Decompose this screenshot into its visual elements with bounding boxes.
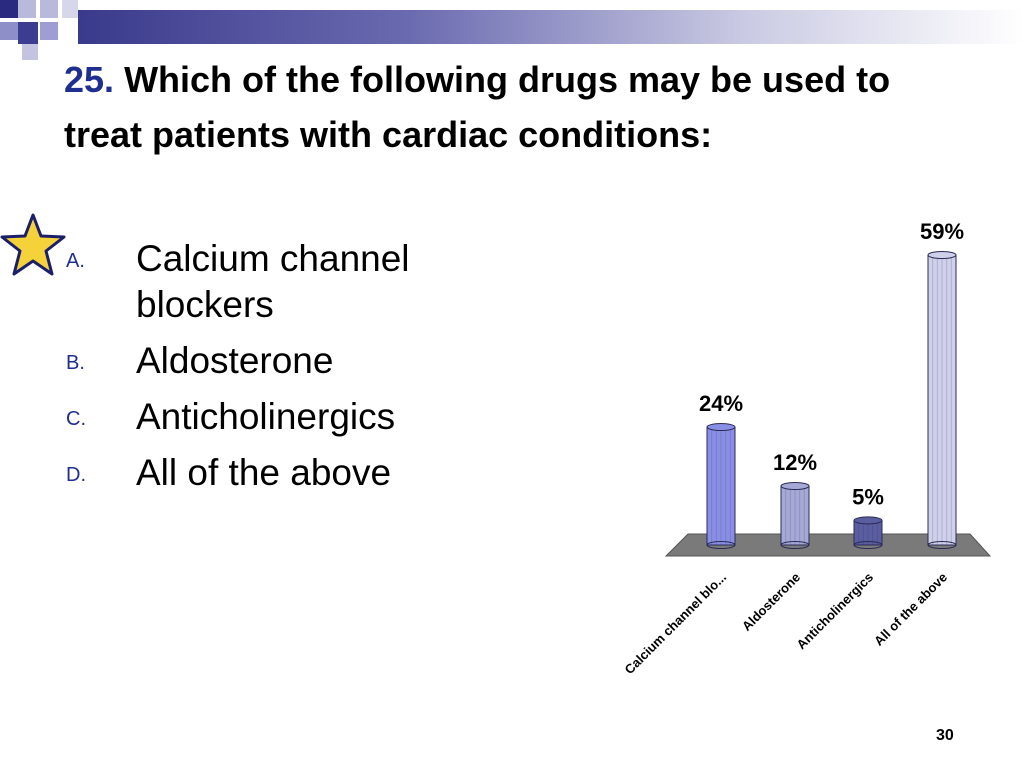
chart-data-label: 24%: [699, 391, 743, 416]
header-square: [62, 0, 78, 18]
option-letter: B.: [66, 352, 85, 374]
chart-data-label: 59%: [920, 219, 964, 244]
chart-category-label: All of the above: [871, 570, 950, 649]
chart-bar-base: [927, 541, 957, 549]
question-number: 25.: [64, 59, 115, 100]
star-icon: [0, 213, 66, 276]
header-square: [40, 22, 58, 40]
answer-options: A. Calcium channel blockers B. Aldostero…: [66, 236, 496, 506]
chart-bar-base: [853, 541, 883, 549]
chart-data-label: 5%: [852, 484, 884, 509]
chart-bar-top: [706, 423, 736, 432]
chart-bar: [927, 254, 957, 546]
option-d[interactable]: D. All of the above: [66, 450, 496, 496]
slide-number: 30: [936, 727, 954, 744]
option-a[interactable]: A. Calcium channel blockers: [66, 236, 496, 328]
question-title: 25. Which of the following drugs may be …: [64, 52, 964, 162]
option-text: All of the above: [136, 452, 392, 493]
header-square: [0, 22, 18, 40]
question-text: Which of the following drugs may be used…: [64, 59, 891, 155]
chart-category-label: Aldosterone: [739, 570, 803, 634]
option-letter: A.: [66, 250, 85, 272]
option-b[interactable]: B. Aldosterone: [66, 338, 496, 384]
chart-bar-base: [780, 541, 810, 549]
header-square: [40, 0, 58, 18]
header-decoration: [0, 0, 1024, 60]
response-bar-chart: 24% Calcium channel blo... 12% Aldosterone 5…: [621, 219, 992, 678]
chart-category-label: Anticholinergics: [793, 570, 876, 653]
option-letter: C.: [66, 408, 86, 430]
chart-bar: [706, 426, 736, 546]
chart-category-label: Calcium channel blo...: [621, 570, 729, 678]
header-square: [18, 0, 36, 18]
header-square: [0, 0, 18, 18]
header-gradient-bar: [78, 10, 1024, 44]
option-letter: D.: [66, 464, 86, 486]
option-text: Calcium channel blockers: [136, 238, 410, 325]
chart-bar-top: [927, 251, 957, 259]
chart-bar-top: [853, 516, 883, 525]
chart-bar-base: [706, 541, 736, 549]
option-text: Anticholinergics: [136, 396, 396, 437]
option-c[interactable]: C. Anticholinergics: [66, 394, 496, 440]
header-square: [22, 44, 38, 60]
header-square: [18, 22, 38, 44]
chart-data-label: 12%: [773, 450, 817, 475]
chart-bar-top: [780, 482, 810, 491]
option-text: Aldosterone: [136, 340, 334, 381]
chart-bar: [853, 519, 883, 546]
chart-bar: [780, 485, 810, 546]
